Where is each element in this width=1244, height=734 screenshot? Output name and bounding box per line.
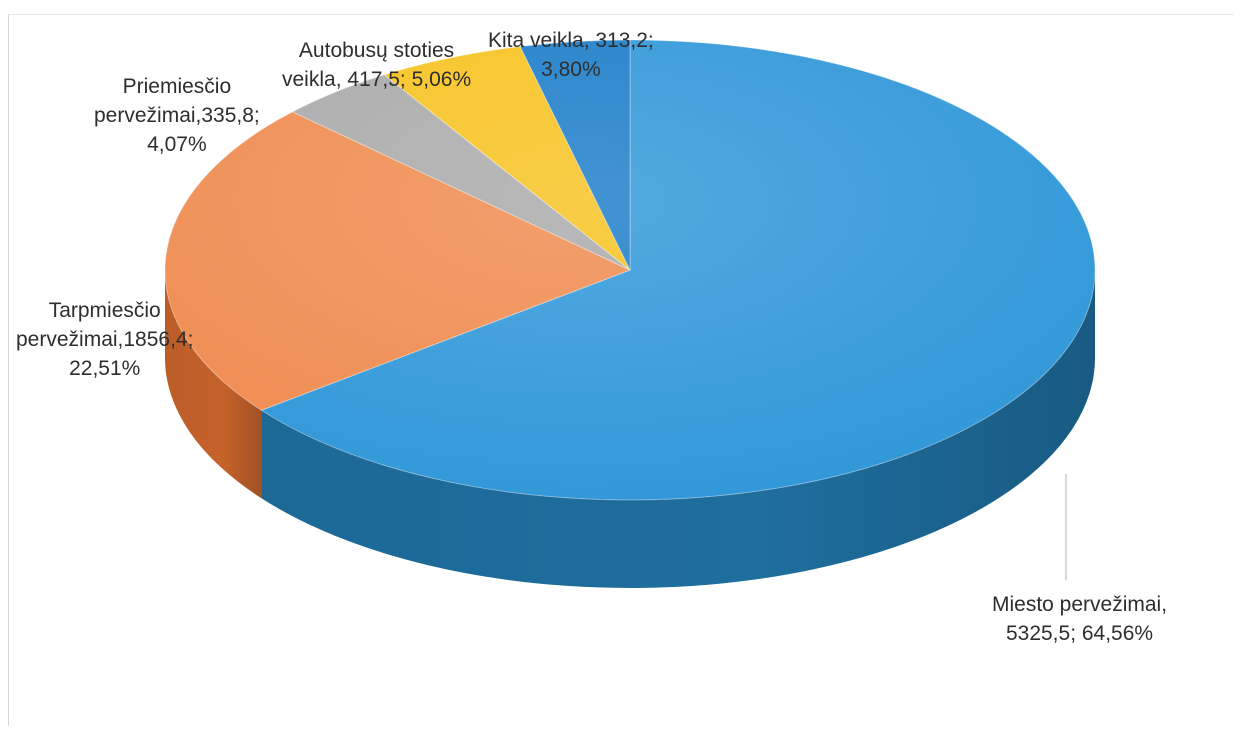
slice-label-kita-veikla: Kita veikla, 313,2; 3,80% [488, 26, 654, 84]
slice-label-tarpmiescio-line-2: pervežimai,1856,4; [16, 328, 194, 351]
slice-label-priemiescio: Priemiesčio pervežimai,335,8; 4,07% [94, 72, 260, 159]
slice-label-priemiescio-line-2: pervežimai,335,8; [94, 104, 260, 127]
pie-side-shade-tarpmiescio-pervezimai [165, 270, 262, 499]
slice-label-miesto-line-2: 5325,5; 64,56% [1005, 622, 1154, 645]
pie-side-shade-miesto-pervezimai [261, 270, 1095, 589]
slice-label-kita-veikla-line-2: 3,80% [541, 58, 601, 81]
slice-label-tarpmiescio-line-3: 22,51% [69, 357, 141, 380]
slice-label-miesto: Miesto pervežimai, 5325,5; 64,56% [992, 590, 1167, 648]
slice-label-miesto-line-1: Miesto pervežimai, [992, 593, 1168, 616]
slice-label-tarpmiescio-line-1: Tarpmiesčio [48, 299, 161, 322]
slice-label-autobusu-stoties-line-2: veikla, 417,5; 5,06% [282, 68, 472, 91]
pie-top-shine [165, 40, 1095, 500]
slice-label-priemiescio-line-3: 4,07% [147, 133, 207, 156]
slice-label-kita-veikla-line-1: Kita veikla, 313,2; [488, 29, 654, 52]
slice-label-tarpmiescio: Tarpmiesčio pervežimai,1856,4; 22,51% [16, 296, 193, 383]
pie-side-faces [165, 270, 1095, 589]
slice-label-autobusu-stoties: Autobusų stoties veikla, 417,5; 5,06% [282, 36, 471, 94]
chart-frame [8, 14, 1234, 726]
slice-label-autobusu-stoties-line-1: Autobusų stoties [298, 39, 455, 62]
pie-top-faces [164, 39, 1096, 501]
slice-label-priemiescio-line-1: Priemiesčio [122, 75, 232, 98]
